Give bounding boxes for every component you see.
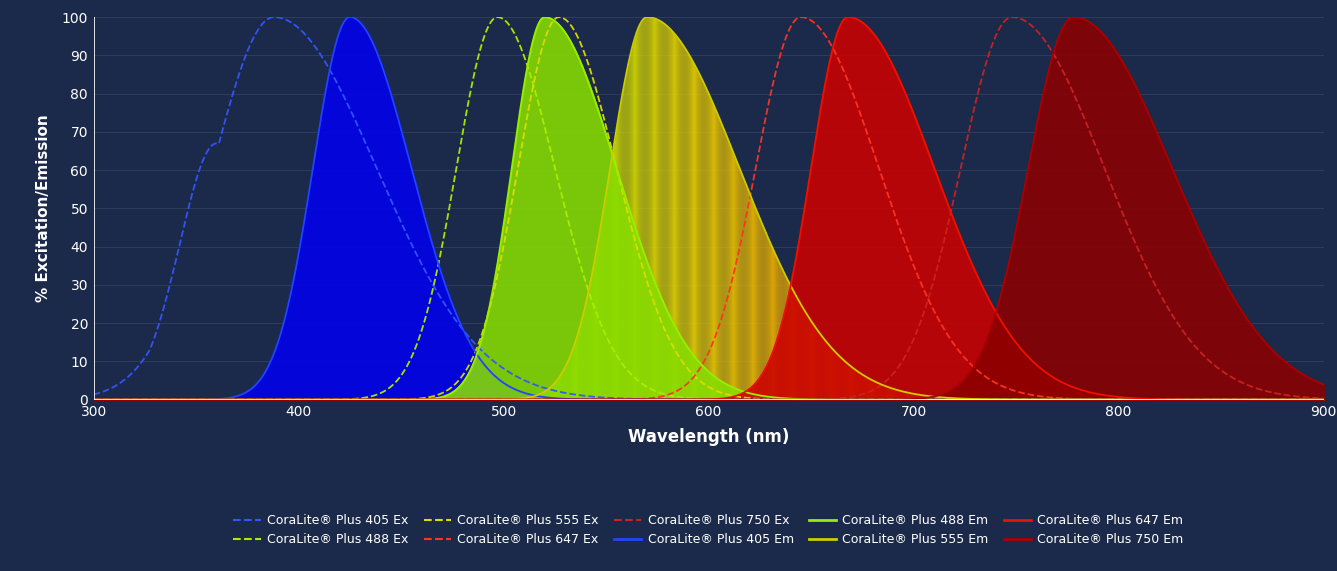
- Legend: CoraLite® Plus 405 Ex, CoraLite® Plus 488 Ex, CoraLite® Plus 555 Ex, CoraLite® P: CoraLite® Plus 405 Ex, CoraLite® Plus 48…: [234, 514, 1183, 546]
- X-axis label: Wavelength (nm): Wavelength (nm): [628, 428, 789, 445]
- Y-axis label: % Excitation/Emission: % Excitation/Emission: [36, 115, 51, 302]
